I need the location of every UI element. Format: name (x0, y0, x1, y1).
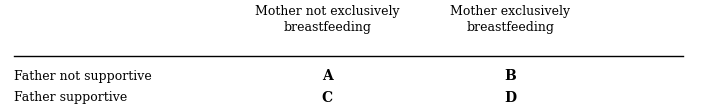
Text: A: A (322, 69, 333, 83)
Text: Father not supportive: Father not supportive (14, 70, 152, 83)
Text: Mother exclusively
breastfeeding: Mother exclusively breastfeeding (451, 5, 570, 34)
Text: B: B (505, 69, 516, 83)
Text: Father supportive: Father supportive (14, 91, 127, 104)
Text: D: D (504, 91, 517, 105)
Text: C: C (322, 91, 333, 105)
Text: Mother not exclusively
breastfeeding: Mother not exclusively breastfeeding (255, 5, 400, 34)
